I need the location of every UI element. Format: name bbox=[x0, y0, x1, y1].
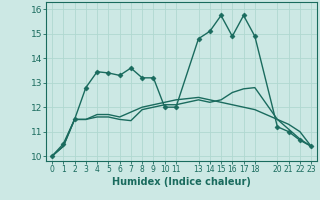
X-axis label: Humidex (Indice chaleur): Humidex (Indice chaleur) bbox=[112, 177, 251, 187]
